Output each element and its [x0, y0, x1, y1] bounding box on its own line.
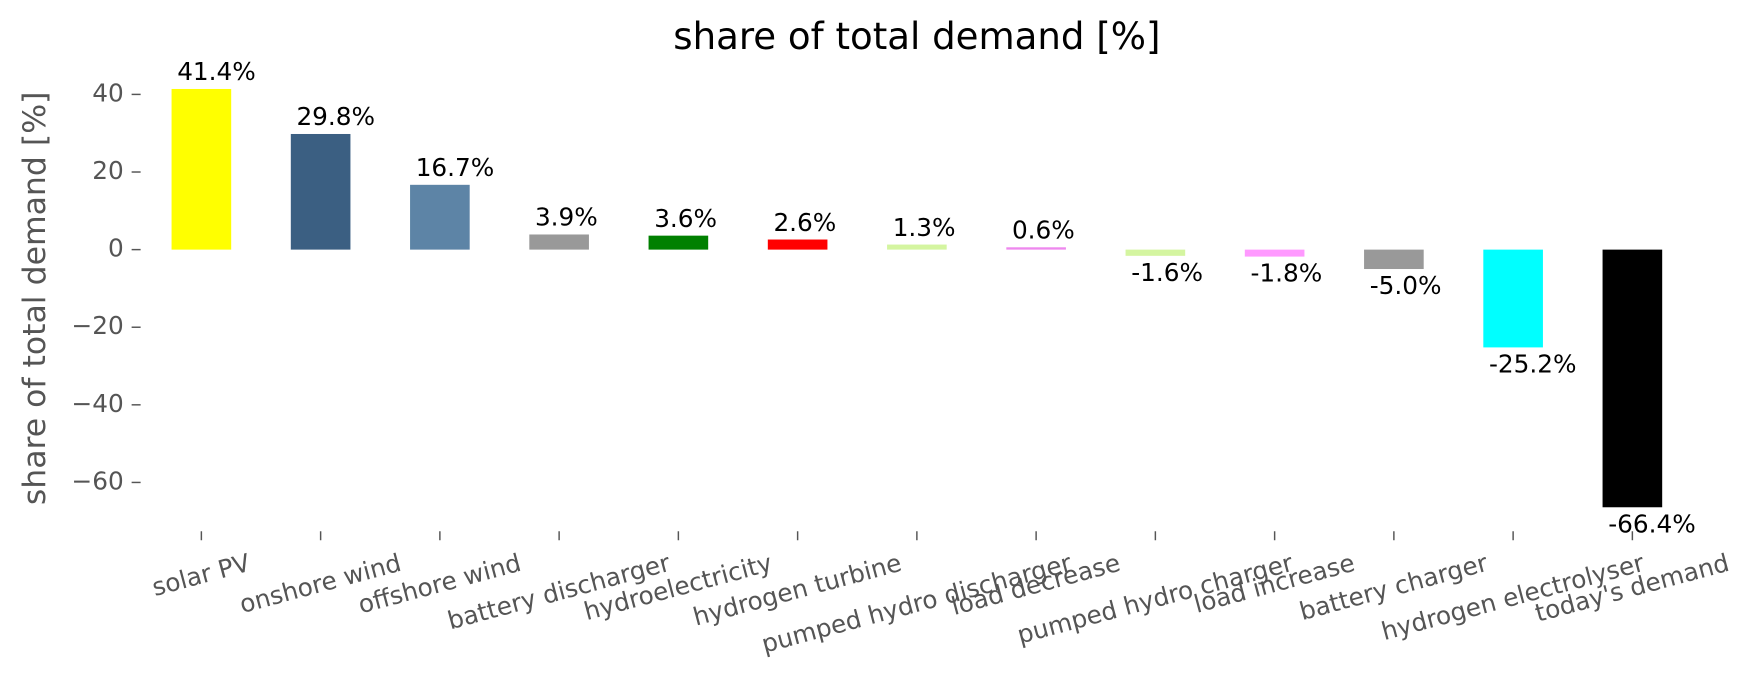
value-label: 29.8% — [296, 102, 375, 131]
bar — [1006, 247, 1066, 250]
value-label: 1.3% — [893, 213, 956, 242]
value-label: -5.0% — [1370, 271, 1442, 300]
bar — [1364, 249, 1424, 270]
y-tick-label: −40 — [72, 389, 124, 418]
value-label: 3.9% — [535, 203, 598, 232]
y-axis-label: share of total demand [%] — [17, 92, 53, 506]
bar — [1244, 249, 1305, 257]
bar — [410, 184, 470, 250]
value-label: 2.6% — [773, 208, 836, 237]
bar — [1125, 249, 1186, 256]
bar — [171, 88, 232, 250]
y-tick-label: 40 — [92, 78, 124, 107]
value-label: -66.4% — [1608, 509, 1696, 538]
bar — [1602, 249, 1663, 508]
y-tick-label: 20 — [92, 156, 124, 185]
value-label: 16.7% — [416, 153, 495, 182]
value-label: 41.4% — [177, 57, 256, 86]
value-label: -25.2% — [1489, 349, 1577, 378]
value-label: -1.8% — [1250, 259, 1322, 288]
bar — [1483, 249, 1543, 348]
value-label: 3.6% — [654, 204, 717, 233]
chart-title: share of total demand [%] — [673, 15, 1160, 58]
bar — [529, 234, 589, 250]
value-label: 0.6% — [1012, 216, 1075, 245]
bar — [767, 239, 828, 250]
bar — [887, 244, 947, 250]
bar — [648, 235, 709, 250]
bar — [290, 133, 351, 250]
value-label: -1.6% — [1131, 258, 1203, 287]
y-tick-label: −60 — [72, 466, 124, 495]
y-tick-label: −20 — [72, 311, 124, 340]
y-tick-label: 0 — [108, 234, 124, 263]
